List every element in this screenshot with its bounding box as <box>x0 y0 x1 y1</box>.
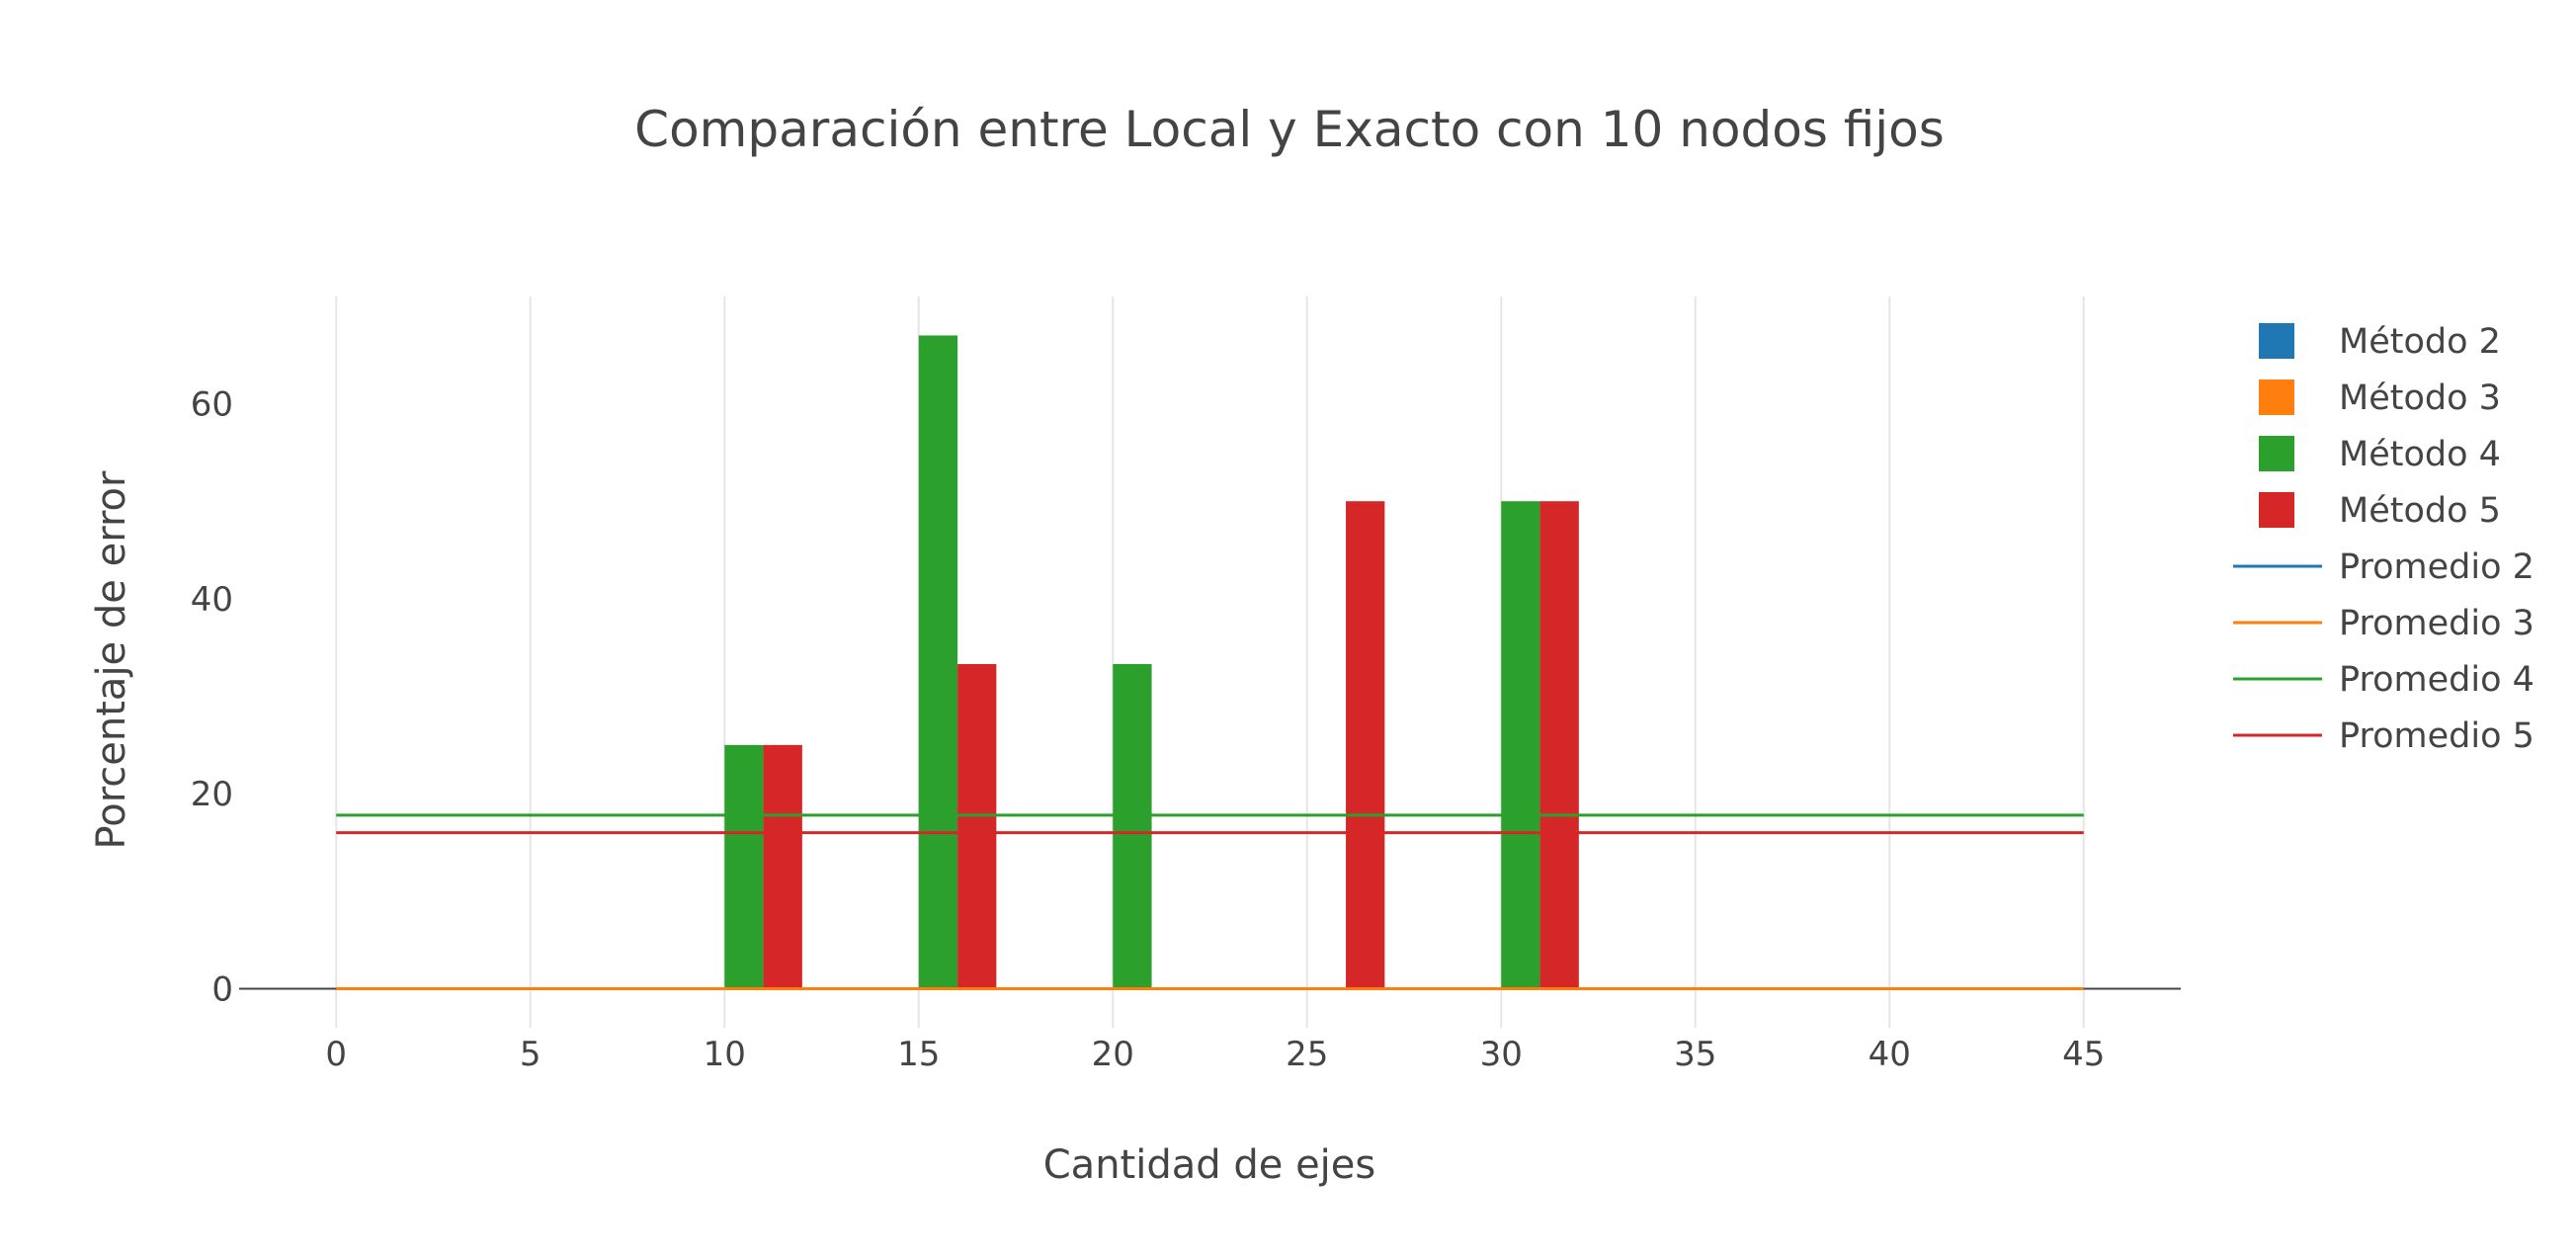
legend-label: Método 3 <box>2339 378 2501 418</box>
x-tick-label: 30 <box>1480 1035 1523 1074</box>
legend-swatch <box>2259 379 2294 415</box>
legend-label: Promedio 2 <box>2339 547 2534 587</box>
x-tick-label: 10 <box>704 1035 746 1074</box>
x-tick-label: 35 <box>1674 1035 1716 1074</box>
y-tick-label: 40 <box>191 580 233 620</box>
legend-swatch <box>2259 436 2294 471</box>
bar <box>918 335 958 989</box>
chart-title: Comparación entre Local y Exacto con 10 … <box>634 101 1945 158</box>
bar <box>763 744 802 989</box>
y-tick-labels: 0 20 40 60 <box>191 385 233 1010</box>
x-tick-label: 40 <box>1869 1035 1911 1074</box>
x-tick-label: 45 <box>2062 1035 2105 1074</box>
legend-label: Promedio 5 <box>2339 716 2534 756</box>
x-tick-label: 0 <box>325 1035 347 1074</box>
bar <box>1501 501 1540 989</box>
legend-label: Método 5 <box>2339 491 2501 531</box>
bars-layer <box>239 335 2181 990</box>
legend-label: Método 2 <box>2339 322 2501 362</box>
bar <box>1539 501 1579 989</box>
y-axis-title: Porcentaje de error <box>89 470 134 849</box>
bar <box>1346 501 1385 989</box>
x-tick-labels: 0 5 10 15 20 25 30 35 40 45 <box>325 1035 2105 1074</box>
x-tick-label: 20 <box>1092 1035 1134 1074</box>
legend-swatch <box>2259 323 2294 359</box>
x-axis-title: Cantidad de ejes <box>1043 1142 1375 1188</box>
x-tick-label: 15 <box>897 1035 940 1074</box>
bar <box>1113 663 1152 989</box>
y-tick-label: 0 <box>211 970 233 1010</box>
legend-swatch <box>2259 492 2294 528</box>
bar <box>957 663 997 989</box>
grid-lines <box>335 296 2085 1028</box>
average-lines-layer <box>336 813 2084 991</box>
y-tick-label: 60 <box>191 385 233 425</box>
y-tick-label: 20 <box>191 775 233 814</box>
legend-label: Promedio 3 <box>2339 604 2534 643</box>
x-tick-label: 5 <box>520 1035 541 1074</box>
legend-label: Método 4 <box>2339 435 2501 474</box>
x-tick-label: 25 <box>1286 1035 1328 1074</box>
legend: Método 2 Método 3 Método 4 Método 5 Promedio… <box>2233 322 2534 756</box>
legend-label: Promedio 4 <box>2339 660 2534 700</box>
bar <box>724 744 764 989</box>
